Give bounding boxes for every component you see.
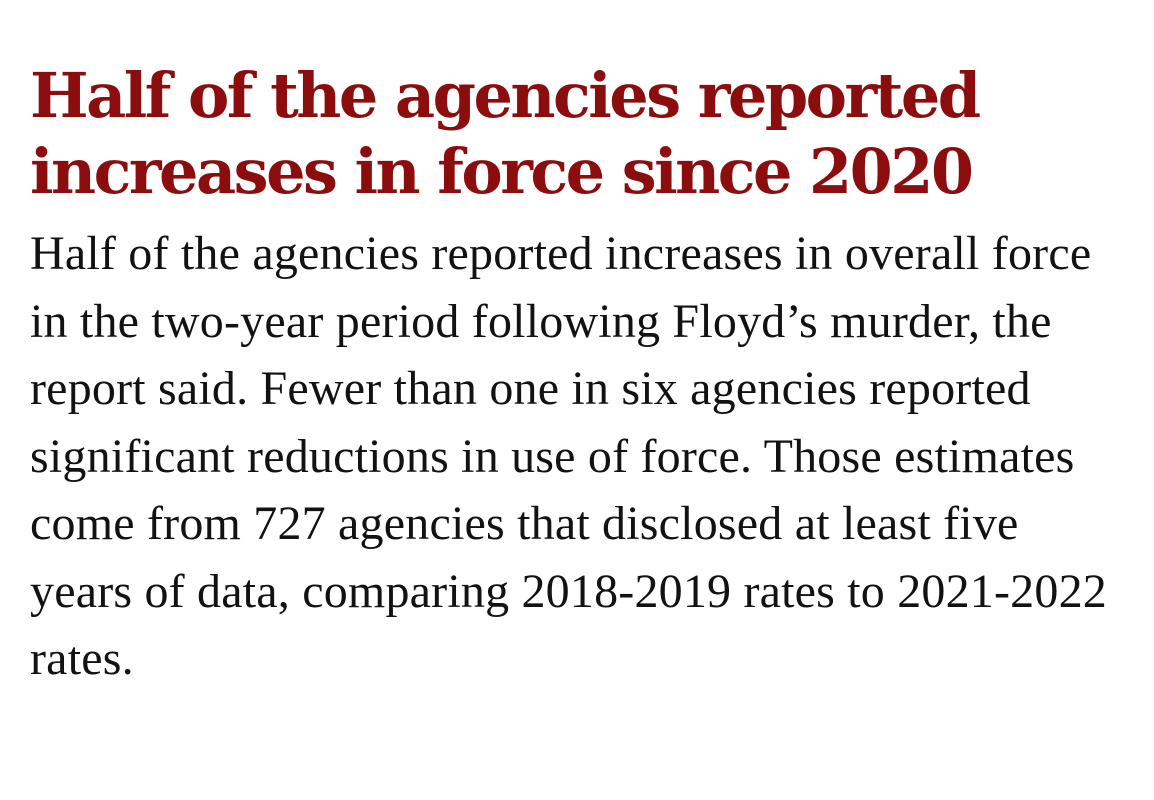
article-headline: Half of the agencies reported increases …: [30, 59, 981, 208]
article-body: Half of the agencies reported increases …: [30, 227, 1107, 685]
article: Half of the agencies reported increases …: [30, 58, 1130, 693]
